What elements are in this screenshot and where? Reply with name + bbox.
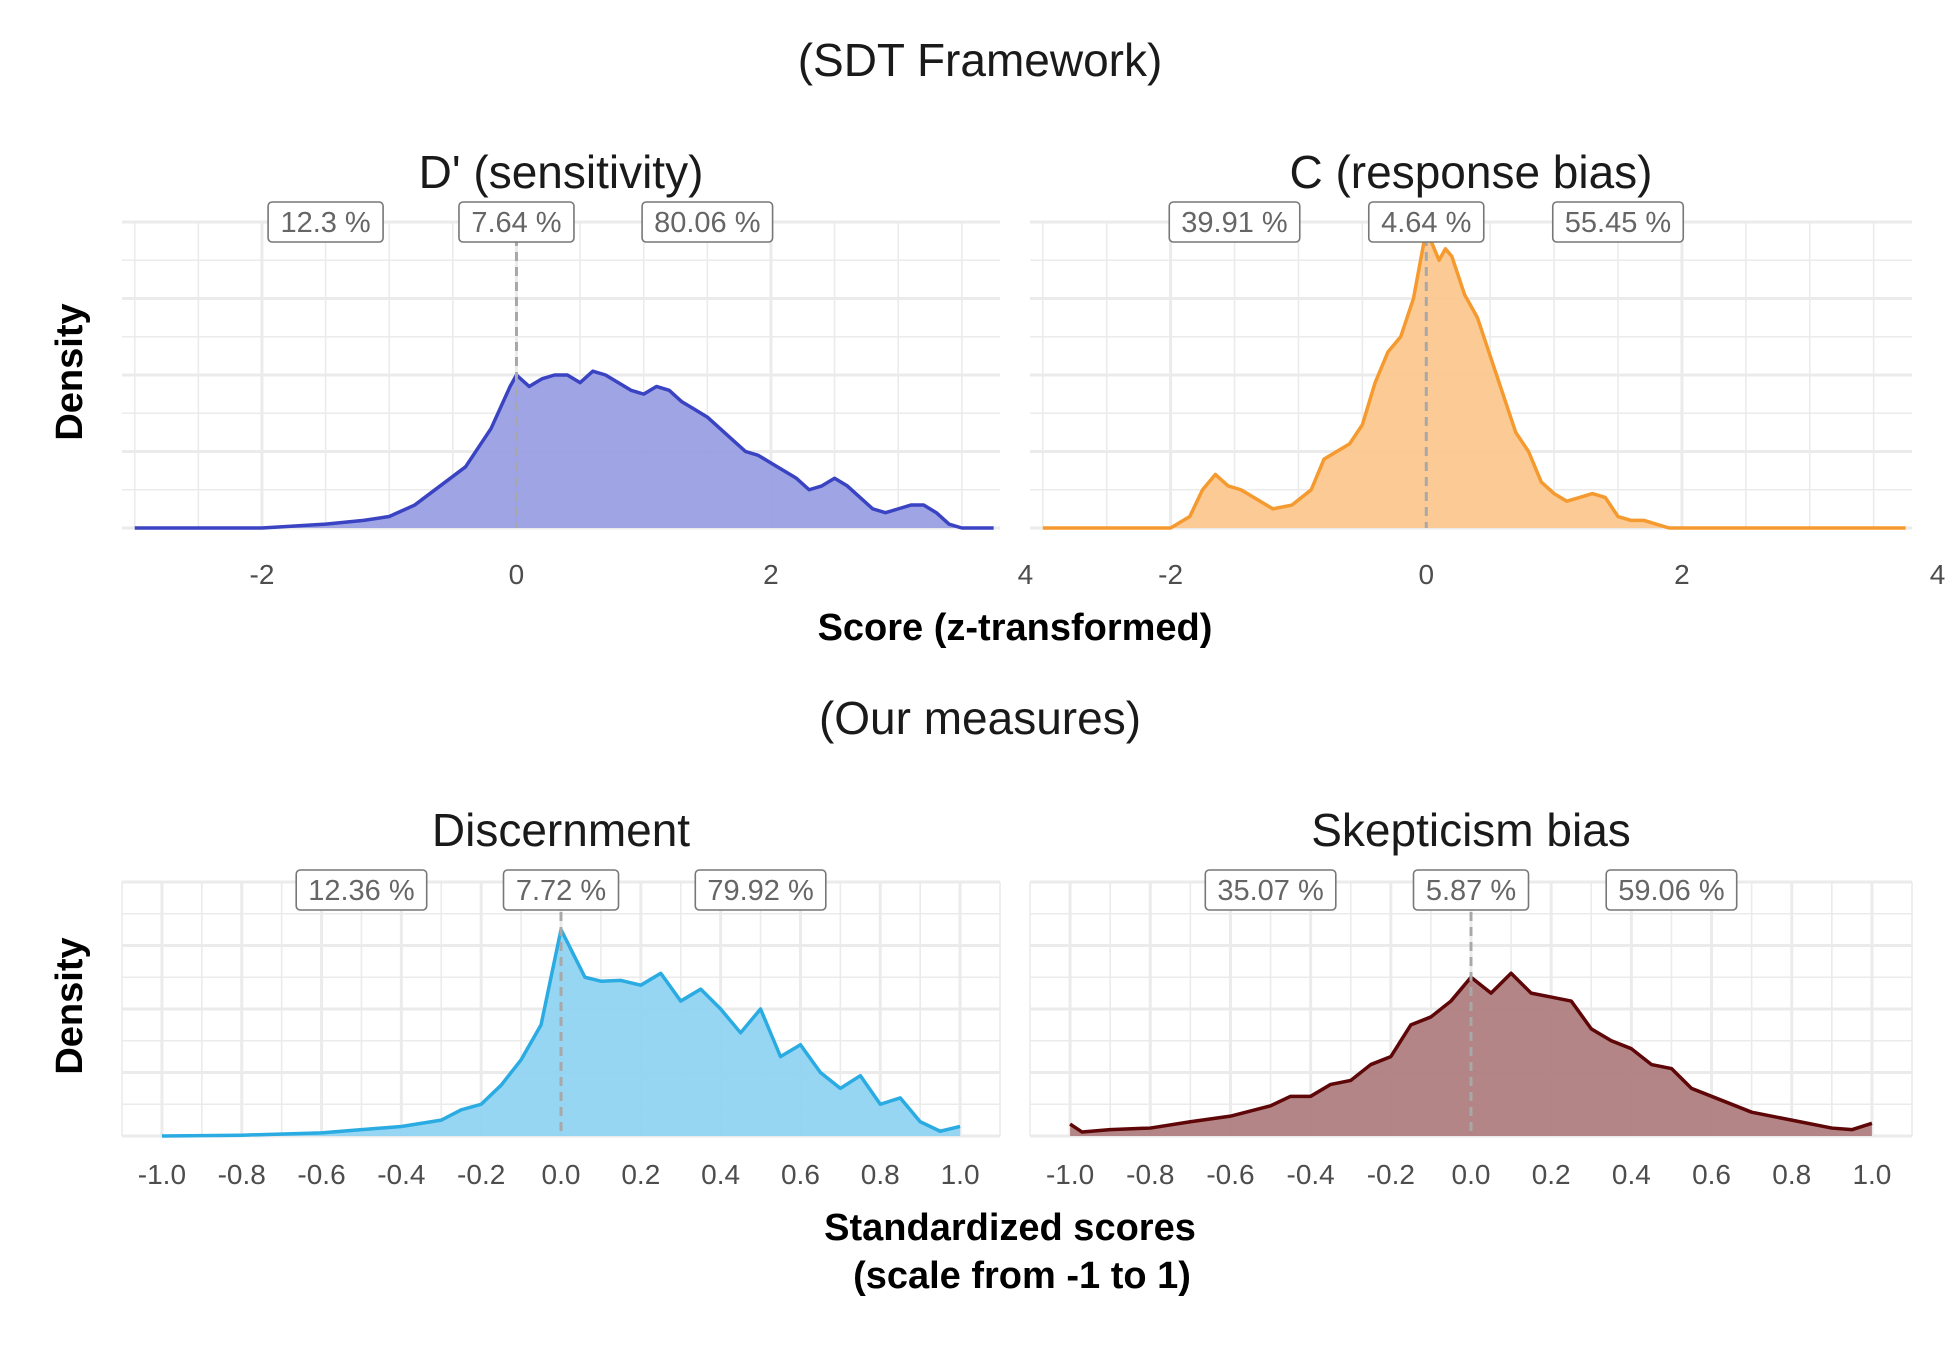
x-tick-label: -0.8 [218,1159,266,1190]
region-label-box [1168,201,1301,243]
x-tick-label: 0.2 [621,1159,660,1190]
region-label-box [1551,201,1685,243]
region-label: 39.91 % [1168,201,1301,243]
panel-title: D' (sensitivity) [419,146,704,198]
region-label-text: 35.07 % [1217,875,1323,907]
x-tick-label: -0.4 [377,1159,425,1190]
region-label: 7.72 % [502,869,620,911]
x-tick-label: 0 [509,559,525,590]
x-tick-label: -0.2 [1367,1159,1415,1190]
x-axis-title-bottom-line2: (scale from -1 to 1) [853,1255,1191,1297]
region-label-text: 12.3 % [280,207,370,239]
region-label-box [1367,201,1485,243]
region-label-box [1204,869,1337,911]
density-line [161,927,961,1138]
region-label-box [502,869,620,911]
region-label: 35.07 % [1204,869,1337,911]
x-tick-label: -0.4 [1287,1159,1335,1190]
region-label: 12.36 % [295,869,428,911]
x-tick-label: 0.0 [542,1159,581,1190]
region-label: 5.87 % [1412,869,1530,911]
x-tick-label: -1.0 [138,1159,186,1190]
region-label-box [295,869,428,911]
x-tick-label: 2 [763,559,779,590]
region-label: 80.06 % [641,201,774,243]
x-tick-label: 0.2 [1532,1159,1571,1190]
panel-c-response-bias: C (response bias)39.91 % 4.64 % 55.45 % -2 0… [1030,146,1945,590]
region-label-text: 80.06 % [654,207,760,239]
region-label-text: 12.36 % [308,875,414,907]
panel-title: Skepticism bias [1311,804,1631,856]
region-label: 59.06 % [1605,869,1738,911]
x-tick-label: -1.0 [1046,1159,1094,1190]
panel-title: C (response bias) [1289,146,1652,198]
panel-title: Discernment [432,804,690,856]
density-line [1042,227,1906,530]
region-label-text: 4.64 % [1381,207,1471,239]
region-label-text: 7.64 % [471,207,561,239]
region-label-text: 39.91 % [1181,207,1287,239]
x-tick-label: 1.0 [941,1159,980,1190]
x-axis-title-bottom-line1: Standardized scores [824,1207,1196,1249]
region-label: 55.45 % [1551,201,1685,243]
x-axis-title-top: Score (z-transformed) [818,607,1213,649]
x-tick-label: -0.2 [457,1159,505,1190]
region-label-box [1605,869,1738,911]
y-axis-title-bottom: Density [49,937,91,1074]
x-tick-label: -0.6 [297,1159,345,1190]
density-area [134,371,994,528]
x-tick-label: 0.6 [781,1159,820,1190]
x-tick-label: -2 [250,559,275,590]
region-label-text: 79.92 % [707,875,813,907]
panel-skepticism-bias: Skepticism bias 35.07 % 5.87 % 59.06 % -1.0 -… [1029,804,1913,1190]
section-title-sdt: (SDT Framework) [798,34,1163,86]
x-tick-label: 4 [1018,559,1034,590]
x-tick-label: 0.6 [1692,1159,1731,1190]
x-tick-label: 0.4 [701,1159,740,1190]
x-tick-label: 0.8 [1772,1159,1811,1190]
region-label-text: 55.45 % [1565,207,1671,239]
section-title-our-measures: (Our measures) [819,692,1141,744]
region-label-box [458,201,575,243]
x-tick-label: -0.8 [1126,1159,1174,1190]
x-tick-label: 4 [1930,559,1946,590]
region-label-text: 7.72 % [516,875,606,907]
region-label-box [641,201,774,243]
x-tick-label: 0.4 [1612,1159,1651,1190]
region-label-text: 59.06 % [1618,875,1724,907]
density-area [1042,229,1906,528]
x-tick-label: 0.0 [1452,1159,1491,1190]
x-tick-label: 2 [1674,559,1690,590]
density-line [1069,971,1873,1134]
region-label-box [694,869,827,911]
region-label: 4.64 % [1367,201,1485,243]
x-tick-label: 0.8 [861,1159,900,1190]
panel-d-prime: D' (sensitivity) 12.3 % 7.64 % 80.06 % -2 0 2 4 [122,146,1033,590]
region-label-box [267,201,384,243]
region-label-box [1412,869,1530,911]
region-label: 79.92 % [694,869,827,911]
region-label-text: 5.87 % [1426,875,1516,907]
x-tick-label: 1.0 [1852,1159,1891,1190]
region-label: 12.3 % [267,201,384,243]
x-tick-label: -2 [1158,559,1183,590]
density-line [134,369,994,530]
y-axis-title-top: Density [49,303,91,440]
region-label: 7.64 % [458,201,575,243]
x-tick-label: -0.6 [1206,1159,1254,1190]
x-tick-label: 0 [1418,559,1434,590]
